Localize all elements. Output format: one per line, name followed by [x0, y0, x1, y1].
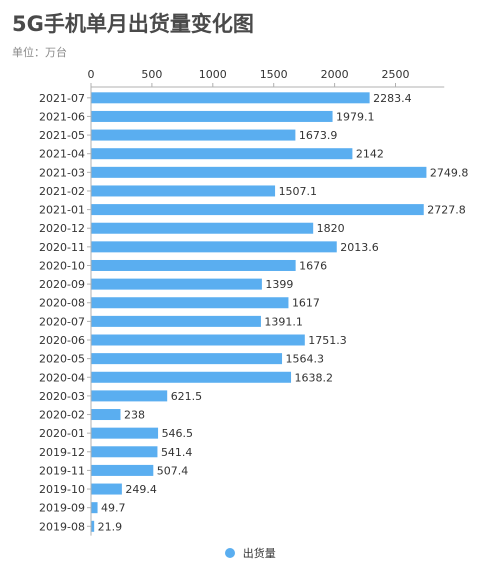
category-label: 2020-10 [39, 259, 85, 272]
category-label: 2019-08 [39, 520, 85, 533]
data-label: 2142 [356, 148, 384, 161]
bar[interactable] [91, 222, 314, 234]
data-label: 1979.1 [336, 110, 375, 123]
data-label: 1399 [265, 278, 293, 291]
category-label: 2020-11 [39, 241, 85, 254]
bar[interactable] [91, 185, 276, 197]
bar[interactable] [91, 110, 333, 122]
data-label: 238 [124, 409, 145, 422]
category-label: 2020-05 [39, 353, 85, 366]
legend-marker [225, 548, 236, 558]
data-labels: 2283.4 1979.1 1673.9 2142 2749.8 1507.1 2727.8… [98, 92, 469, 533]
category-label: 2020-09 [39, 278, 85, 291]
data-label: 249.4 [125, 483, 157, 496]
category-label: 2020-04 [39, 371, 85, 384]
data-label: 621.5 [171, 390, 203, 403]
category-label: 2019-09 [39, 502, 85, 515]
bar[interactable] [91, 204, 424, 216]
category-label: 2020-01 [39, 427, 85, 440]
value-tick-label: 0 [88, 68, 95, 81]
data-label: 1391.1 [264, 315, 303, 328]
category-label: 2019-11 [39, 464, 85, 477]
category-label: 2021-01 [39, 204, 85, 217]
bar[interactable] [91, 334, 305, 346]
chart-title: 5G手机单月出货量变化图 [12, 12, 254, 36]
category-label: 2020-12 [39, 222, 85, 235]
category-label: 2020-03 [39, 390, 85, 403]
category-label: 2021-03 [39, 166, 85, 179]
category-axis: 2021-07 2021-06 2021-05 2021-04 2021-03 2021-… [39, 87, 92, 536]
bar[interactable] [91, 129, 296, 141]
data-label: 1676 [299, 259, 327, 272]
data-label: 2727.8 [427, 204, 466, 217]
bar[interactable] [91, 259, 296, 271]
data-label: 541.4 [161, 446, 193, 459]
bar[interactable] [91, 148, 353, 160]
category-label: 2021-02 [39, 185, 85, 198]
data-label: 1638.2 [295, 371, 334, 384]
value-axis: 0 500 1000 1500 2000 2500 [88, 68, 445, 88]
legend[interactable]: 出货量 [0, 545, 501, 561]
category-label: 2021-04 [39, 148, 85, 161]
data-label: 1507.1 [279, 185, 318, 198]
data-label: 1564.3 [286, 353, 325, 366]
bar[interactable] [91, 166, 427, 178]
bar[interactable] [91, 371, 292, 383]
category-label: 2020-02 [39, 409, 85, 422]
data-label: 2283.4 [373, 92, 412, 105]
bar[interactable] [91, 297, 289, 309]
bar[interactable] [91, 278, 262, 290]
category-label: 2020-06 [39, 334, 85, 347]
bar[interactable] [91, 446, 158, 458]
bar[interactable] [91, 409, 121, 421]
value-tick-label: 1000 [199, 68, 227, 81]
category-label: 2020-08 [39, 297, 85, 310]
category-label: 2020-07 [39, 315, 85, 328]
category-label: 2019-12 [39, 446, 85, 459]
category-label: 2021-07 [39, 92, 85, 105]
bar[interactable] [91, 92, 370, 104]
data-label: 2013.6 [340, 241, 379, 254]
legend-label: 出货量 [242, 547, 276, 560]
bar[interactable] [91, 353, 283, 365]
bar[interactable] [91, 464, 154, 476]
data-label: 546.5 [162, 427, 194, 440]
bar[interactable] [91, 502, 98, 514]
value-tick-label: 1500 [260, 68, 288, 81]
bar[interactable] [91, 315, 261, 327]
bar[interactable] [91, 241, 337, 253]
data-label: 507.4 [157, 464, 189, 477]
data-label: 1617 [292, 297, 320, 310]
category-label: 2021-06 [39, 110, 85, 123]
value-tick-label: 2500 [382, 68, 410, 81]
data-label: 49.7 [101, 502, 126, 515]
bars [91, 92, 427, 532]
value-tick-label: 500 [141, 68, 162, 81]
data-label: 2749.8 [430, 166, 469, 179]
data-label: 21.9 [98, 520, 123, 533]
value-tick-label: 2000 [321, 68, 349, 81]
bar[interactable] [91, 520, 95, 532]
chart-subtitle: 单位：万台 [12, 46, 67, 59]
bar[interactable] [91, 483, 122, 495]
category-label: 2021-05 [39, 129, 85, 142]
bar[interactable] [91, 427, 159, 439]
category-label: 2019-10 [39, 483, 85, 496]
data-label: 1820 [317, 222, 345, 235]
data-label: 1673.9 [299, 129, 338, 142]
bar[interactable] [91, 390, 168, 402]
data-label: 1751.3 [308, 334, 347, 347]
